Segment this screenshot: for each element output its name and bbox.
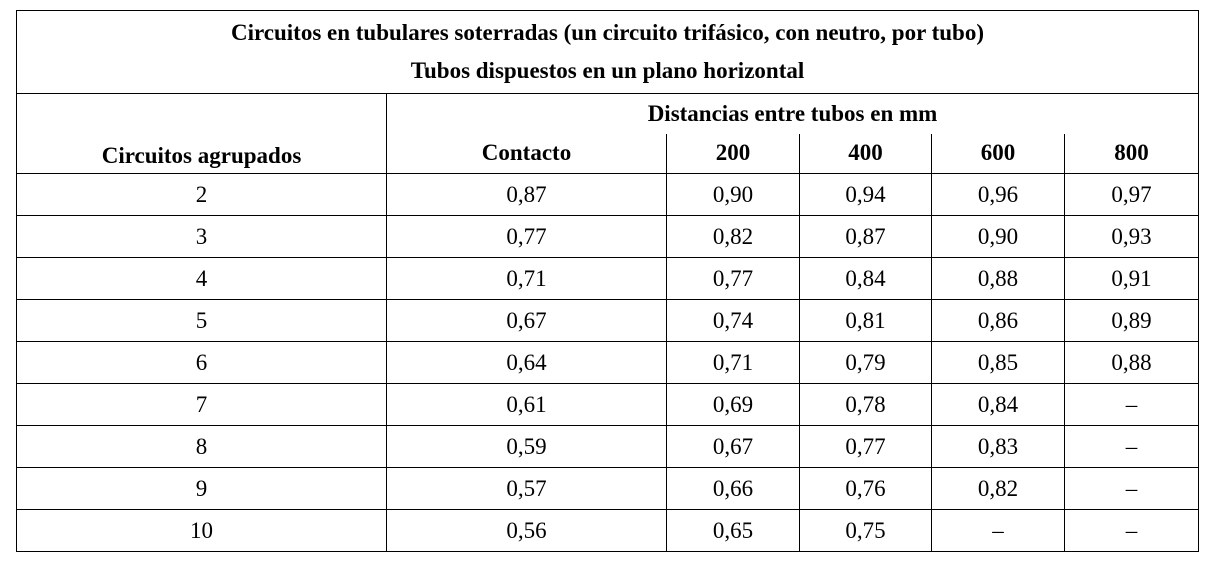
factor-cell-200: 0,82 bbox=[666, 215, 800, 258]
table-row: 5 0,67 0,74 0,81 0,86 0,89 bbox=[16, 299, 1199, 342]
factor-cell-800: 0,93 bbox=[1064, 215, 1199, 258]
factor-cell-800: – bbox=[1064, 425, 1199, 468]
group-header-row: Circuitos agrupados Distancias entre tub… bbox=[16, 93, 1199, 174]
column-header-contacto: Contacto bbox=[386, 133, 667, 174]
title-row: Circuitos en tubulares soterradas (un ci… bbox=[16, 10, 1199, 94]
factor-cell-400: 0,81 bbox=[799, 299, 932, 342]
factor-cell-600: 0,96 bbox=[931, 173, 1065, 216]
factor-cell-400: 0,84 bbox=[799, 257, 932, 300]
circuits-count-cell: 9 bbox=[16, 467, 387, 510]
table-row: 6 0,64 0,71 0,79 0,85 0,88 bbox=[16, 341, 1199, 384]
factor-cell-600: 0,88 bbox=[931, 257, 1065, 300]
row-header-circuitos-agrupados: Circuitos agrupados bbox=[16, 93, 387, 174]
circuits-count-cell: 8 bbox=[16, 425, 387, 468]
factor-cell-200: 0,67 bbox=[666, 425, 800, 468]
factor-cell-200: 0,65 bbox=[666, 509, 800, 552]
factor-cell-contacto: 0,64 bbox=[386, 341, 667, 384]
title-line-2: Tubos dispuestos en un plano horizontal bbox=[410, 58, 805, 83]
factor-cell-contacto: 0,61 bbox=[386, 383, 667, 426]
circuits-count-cell: 5 bbox=[16, 299, 387, 342]
table-row: 2 0,87 0,90 0,94 0,96 0,97 bbox=[16, 173, 1199, 216]
factor-cell-400: 0,76 bbox=[799, 467, 932, 510]
factor-cell-400: 0,75 bbox=[799, 509, 932, 552]
factor-cell-200: 0,69 bbox=[666, 383, 800, 426]
factor-cell-200: 0,90 bbox=[666, 173, 800, 216]
factor-cell-800: 0,88 bbox=[1064, 341, 1199, 384]
factor-cell-contacto: 0,71 bbox=[386, 257, 667, 300]
factor-cell-800: 0,89 bbox=[1064, 299, 1199, 342]
circuits-count-cell: 6 bbox=[16, 341, 387, 384]
factor-cell-800: – bbox=[1064, 509, 1199, 552]
circuits-count-cell: 10 bbox=[16, 509, 387, 552]
factor-cell-600: 0,86 bbox=[931, 299, 1065, 342]
circuits-count-cell: 2 bbox=[16, 173, 387, 216]
column-header-200: 200 bbox=[666, 133, 800, 174]
column-header-row: Contacto 200 400 600 800 bbox=[17, 133, 1199, 174]
table-row: 9 0,57 0,66 0,76 0,82– bbox=[16, 467, 1199, 510]
factor-cell-200: 0,71 bbox=[666, 341, 800, 384]
factor-cell-600: 0,84 bbox=[931, 383, 1065, 426]
table-row: 7 0,61 0,69 0,78 0,84– bbox=[16, 383, 1199, 426]
factor-cell-contacto: 0,77 bbox=[386, 215, 667, 258]
factor-cell-600: 0,83 bbox=[931, 425, 1065, 468]
factor-cell-800: – bbox=[1064, 467, 1199, 510]
factor-cell-800: 0,91 bbox=[1064, 257, 1199, 300]
factor-cell-400: 0,77 bbox=[799, 425, 932, 468]
derating-table: Circuitos en tubulares soterradas (un ci… bbox=[16, 10, 1199, 552]
factor-cell-800: – bbox=[1064, 383, 1199, 426]
factor-cell-contacto: 0,57 bbox=[386, 467, 667, 510]
factor-cell-800: 0,97 bbox=[1064, 173, 1199, 216]
factor-cell-400: 0,87 bbox=[799, 215, 932, 258]
factor-cell-200: 0,74 bbox=[666, 299, 800, 342]
factor-cell-600: 0,85 bbox=[931, 341, 1065, 384]
table-title: Circuitos en tubulares soterradas (un ci… bbox=[16, 10, 1199, 94]
factor-cell-400: 0,78 bbox=[799, 383, 932, 426]
table-row: 10 0,56 0,65 0,75– – bbox=[16, 509, 1199, 552]
table-row: 4 0,71 0,77 0,84 0,88 0,91 bbox=[16, 257, 1199, 300]
title-line-1: Circuitos en tubulares soterradas (un ci… bbox=[230, 20, 985, 45]
factor-cell-contacto: 0,87 bbox=[386, 173, 667, 216]
column-header-400: 400 bbox=[799, 133, 932, 174]
factor-cell-600: 0,82 bbox=[931, 467, 1065, 510]
factor-cell-600: – bbox=[931, 509, 1065, 552]
factor-cell-200: 0,77 bbox=[666, 257, 800, 300]
table-row: 8 0,59 0,67 0,77 0,83– bbox=[16, 425, 1199, 468]
circuits-count-cell: 7 bbox=[16, 383, 387, 426]
column-header-800: 800 bbox=[1064, 133, 1199, 174]
factor-cell-600: 0,90 bbox=[931, 215, 1065, 258]
factor-cell-400: 0,79 bbox=[799, 341, 932, 384]
factor-cell-contacto: 0,56 bbox=[386, 509, 667, 552]
factor-cell-contacto: 0,67 bbox=[386, 299, 667, 342]
factor-cell-400: 0,94 bbox=[799, 173, 932, 216]
circuits-count-cell: 4 bbox=[16, 257, 387, 300]
group-header-distancias: Distancias entre tubos en mm bbox=[386, 93, 1199, 134]
factor-cell-contacto: 0,59 bbox=[386, 425, 667, 468]
column-header-600: 600 bbox=[931, 133, 1065, 174]
circuits-count-cell: 3 bbox=[16, 215, 387, 258]
table-row: 3 0,77 0,82 0,87 0,90 0,93 bbox=[16, 215, 1199, 258]
factor-cell-200: 0,66 bbox=[666, 467, 800, 510]
